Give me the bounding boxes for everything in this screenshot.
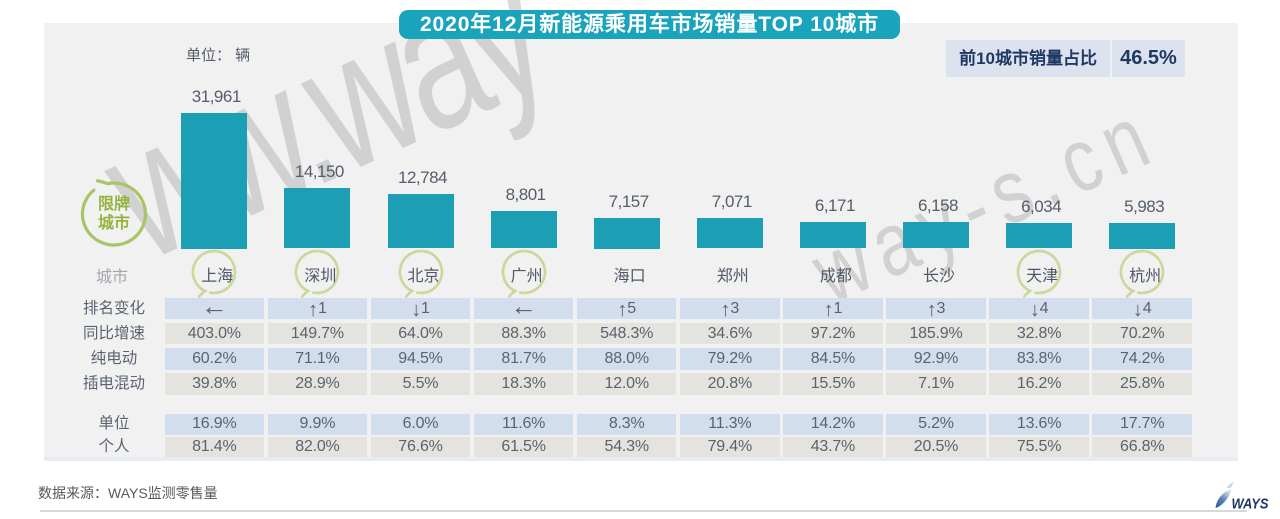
svg-text:WAYS: WAYS [1232,496,1269,513]
